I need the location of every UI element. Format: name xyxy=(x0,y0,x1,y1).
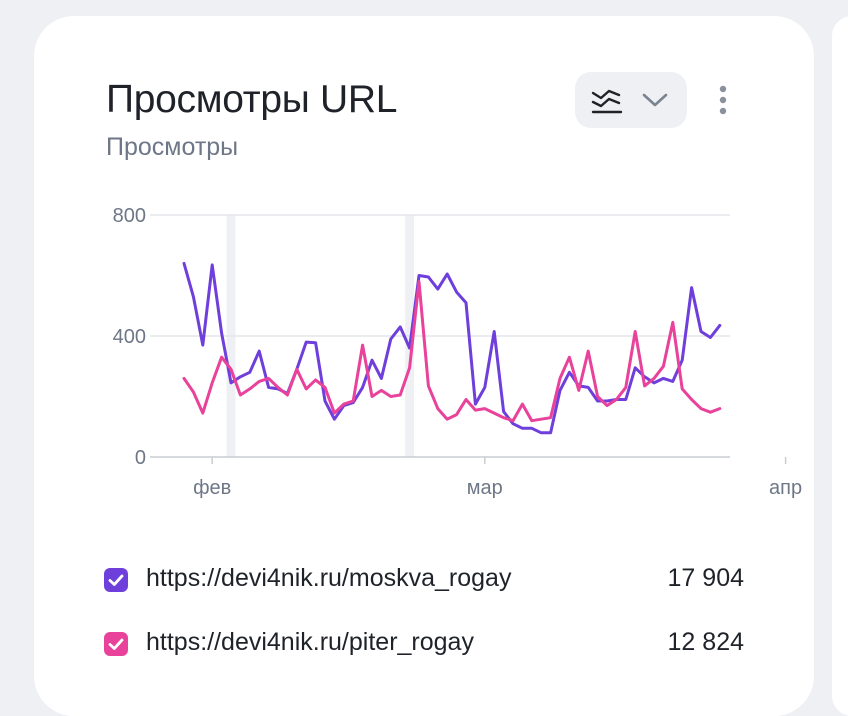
series-line-piter xyxy=(182,280,722,423)
legend-checkbox-piter[interactable] xyxy=(104,632,128,656)
lines-chart-icon xyxy=(591,85,623,120)
legend-label: https://devi4nik.ru/moskva_rogay xyxy=(146,564,512,592)
more-vertical-icon xyxy=(707,85,739,124)
legend-label: https://devi4nik.ru/piter_rogay xyxy=(146,628,474,656)
legend-total: 17 904 xyxy=(667,564,744,592)
check-icon xyxy=(108,574,124,586)
legend-item-piter[interactable]: https://devi4nik.ru/piter_rogay 12 824 xyxy=(104,626,744,662)
x-tick-label: апр xyxy=(769,477,802,499)
legend-checkbox-moskva[interactable] xyxy=(104,568,128,592)
chevron-down-icon xyxy=(640,89,670,116)
legend-total: 12 824 xyxy=(667,628,744,656)
views-line-chart: 0 400 800 фев мар апр xyxy=(113,205,803,499)
widget-subtitle: Просмотры xyxy=(106,133,239,161)
y-tick-label: 0 xyxy=(135,447,146,469)
chart-type-dropdown[interactable] xyxy=(575,72,687,128)
x-tick-label: мар xyxy=(467,477,503,499)
widget-card xyxy=(34,16,814,716)
y-tick-label: 800 xyxy=(113,205,146,227)
legend-item-moskva[interactable]: https://devi4nik.ru/moskva_rogay 17 904 xyxy=(104,562,744,598)
widget-menu-button[interactable] xyxy=(707,80,739,120)
check-icon xyxy=(108,638,124,650)
series-line-moskva xyxy=(182,261,722,435)
next-widget-card-edge xyxy=(832,16,848,716)
widget-title: Просмотры URL xyxy=(106,78,398,121)
y-tick-label: 400 xyxy=(113,326,146,348)
x-tick-label: фев xyxy=(193,477,231,499)
